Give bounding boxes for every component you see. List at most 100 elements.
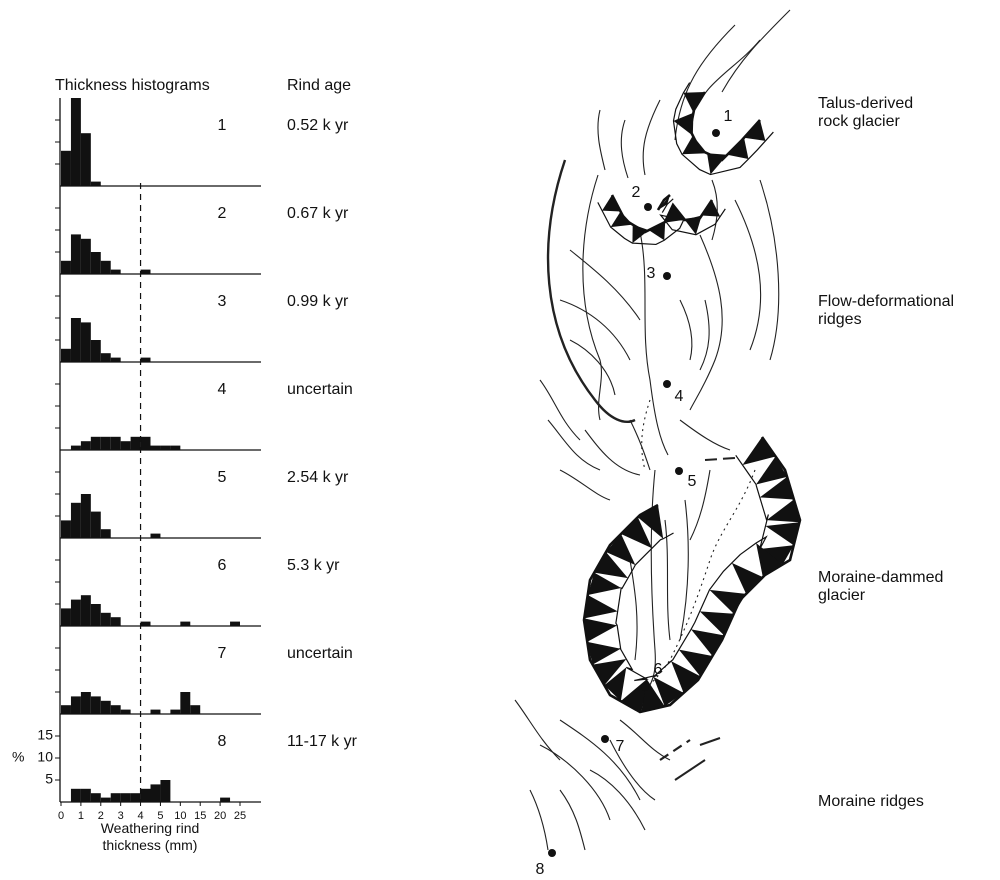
histogram-bar (101, 613, 111, 626)
rind-age: 0.99 k yr (287, 293, 349, 310)
histogram-bar (230, 622, 240, 626)
rind-age: 0.67 k yr (287, 205, 349, 222)
histogram-bar (141, 270, 151, 274)
histogram-bar (91, 604, 101, 626)
zone-label: Moraine ridges (818, 793, 924, 810)
histogram-bar (81, 239, 91, 274)
histogram-bar (71, 98, 81, 186)
rind-age: 5.3 k yr (287, 557, 340, 574)
histogram-bar (71, 234, 81, 274)
histogram-bar (101, 798, 111, 802)
zone-label: Talus-derived (818, 95, 913, 112)
moraine-tooth (611, 211, 633, 227)
rind-age: 2.54 k yr (287, 469, 349, 486)
histogram-bar (111, 617, 121, 626)
histogram-bar (71, 696, 81, 714)
y-tick-label: 10 (37, 749, 53, 765)
panel-label: 2 (218, 205, 227, 222)
histogram-bar (180, 622, 190, 626)
histogram-bar (131, 437, 141, 450)
histogram-bar (81, 441, 91, 450)
moraine-tooth (727, 138, 748, 159)
panel-label: 4 (218, 381, 227, 398)
rind-age: 11-17 k yr (287, 733, 358, 750)
site-label: 6 (654, 661, 663, 678)
site-dot (644, 203, 652, 211)
histogram-bar (180, 692, 190, 714)
x-tick-label: 1 (78, 810, 84, 822)
histogram-bar (61, 608, 71, 626)
histogram-bar (101, 529, 111, 538)
x-tick-label: 20 (214, 810, 226, 822)
histogram-bar (61, 349, 71, 362)
zone-label: ridges (818, 311, 862, 328)
figure-canvas: Thickness histogramsRind age10.52 k yr20… (0, 0, 1000, 880)
histogram-bar (61, 151, 71, 186)
zone-label: rock glacier (818, 113, 900, 130)
site-label: 4 (675, 388, 684, 405)
histogram-bar (111, 437, 121, 450)
site-label: 5 (688, 473, 697, 490)
site-label: 1 (724, 108, 733, 125)
site-label: 3 (647, 265, 656, 282)
histogram-bar (71, 446, 81, 450)
moraine-tooth (767, 500, 800, 523)
histograms-title: Thickness histograms (55, 77, 210, 94)
y-tick-label: 15 (37, 727, 53, 743)
site-dot (712, 129, 720, 137)
histogram-bar (151, 784, 161, 802)
site-label: 2 (632, 184, 641, 201)
rind-age: uncertain (287, 381, 353, 398)
histogram-bar (111, 793, 121, 802)
moraine-tooth (732, 563, 763, 594)
histogram-bar (121, 710, 131, 714)
panel-label: 7 (218, 645, 227, 662)
histogram-bar (91, 252, 101, 274)
moraine-tooth (709, 590, 746, 614)
site-dot (601, 735, 609, 743)
moraine-tooth (685, 215, 702, 234)
histogram-bar (91, 182, 101, 186)
histogram-bar (101, 437, 111, 450)
histogram-bar (71, 503, 81, 538)
site-dot (641, 683, 649, 691)
histogram-bar (81, 322, 91, 362)
panel-label: 1 (218, 117, 227, 134)
zone-label: Flow-deformational (818, 293, 954, 310)
histogram-bar (81, 789, 91, 802)
moraine-tooth (700, 611, 734, 635)
histogram-bar (91, 512, 101, 538)
moraine-tooth (743, 437, 776, 465)
zone-label: Moraine-dammed (818, 569, 943, 586)
histogram-bar (121, 441, 131, 450)
histogram-bar (111, 705, 121, 714)
site-dot (548, 849, 556, 857)
histogram-bar (151, 534, 161, 538)
site-dot (663, 272, 671, 280)
histogram-bar (141, 789, 151, 802)
moraine-tooth (632, 225, 648, 243)
histogram-bar (71, 789, 81, 802)
histogram-bar (131, 793, 141, 802)
histogram-bar (101, 353, 111, 362)
moraine-tooth (682, 136, 707, 155)
figure: Thickness histogramsRind age10.52 k yr20… (0, 0, 1000, 880)
moraine-tooth (756, 456, 787, 484)
moraine-tooth (766, 522, 800, 545)
moraine-tooth (584, 595, 617, 618)
histogram-bar (61, 261, 71, 274)
histogram-bar (91, 696, 101, 714)
histogram-bar (71, 318, 81, 362)
histogram-bar (190, 705, 200, 714)
histogram-bar (81, 494, 91, 538)
histogram-bar (160, 446, 170, 450)
histogram-bar (160, 780, 170, 802)
site-label: 8 (536, 861, 545, 878)
histogram-bar (170, 446, 180, 450)
site-dot (663, 380, 671, 388)
zone-label: glacier (818, 587, 866, 604)
panel-label: 5 (218, 469, 227, 486)
site-dot (675, 467, 683, 475)
rind-age: 0.52 k yr (287, 117, 349, 134)
panel-label: 8 (218, 733, 227, 750)
